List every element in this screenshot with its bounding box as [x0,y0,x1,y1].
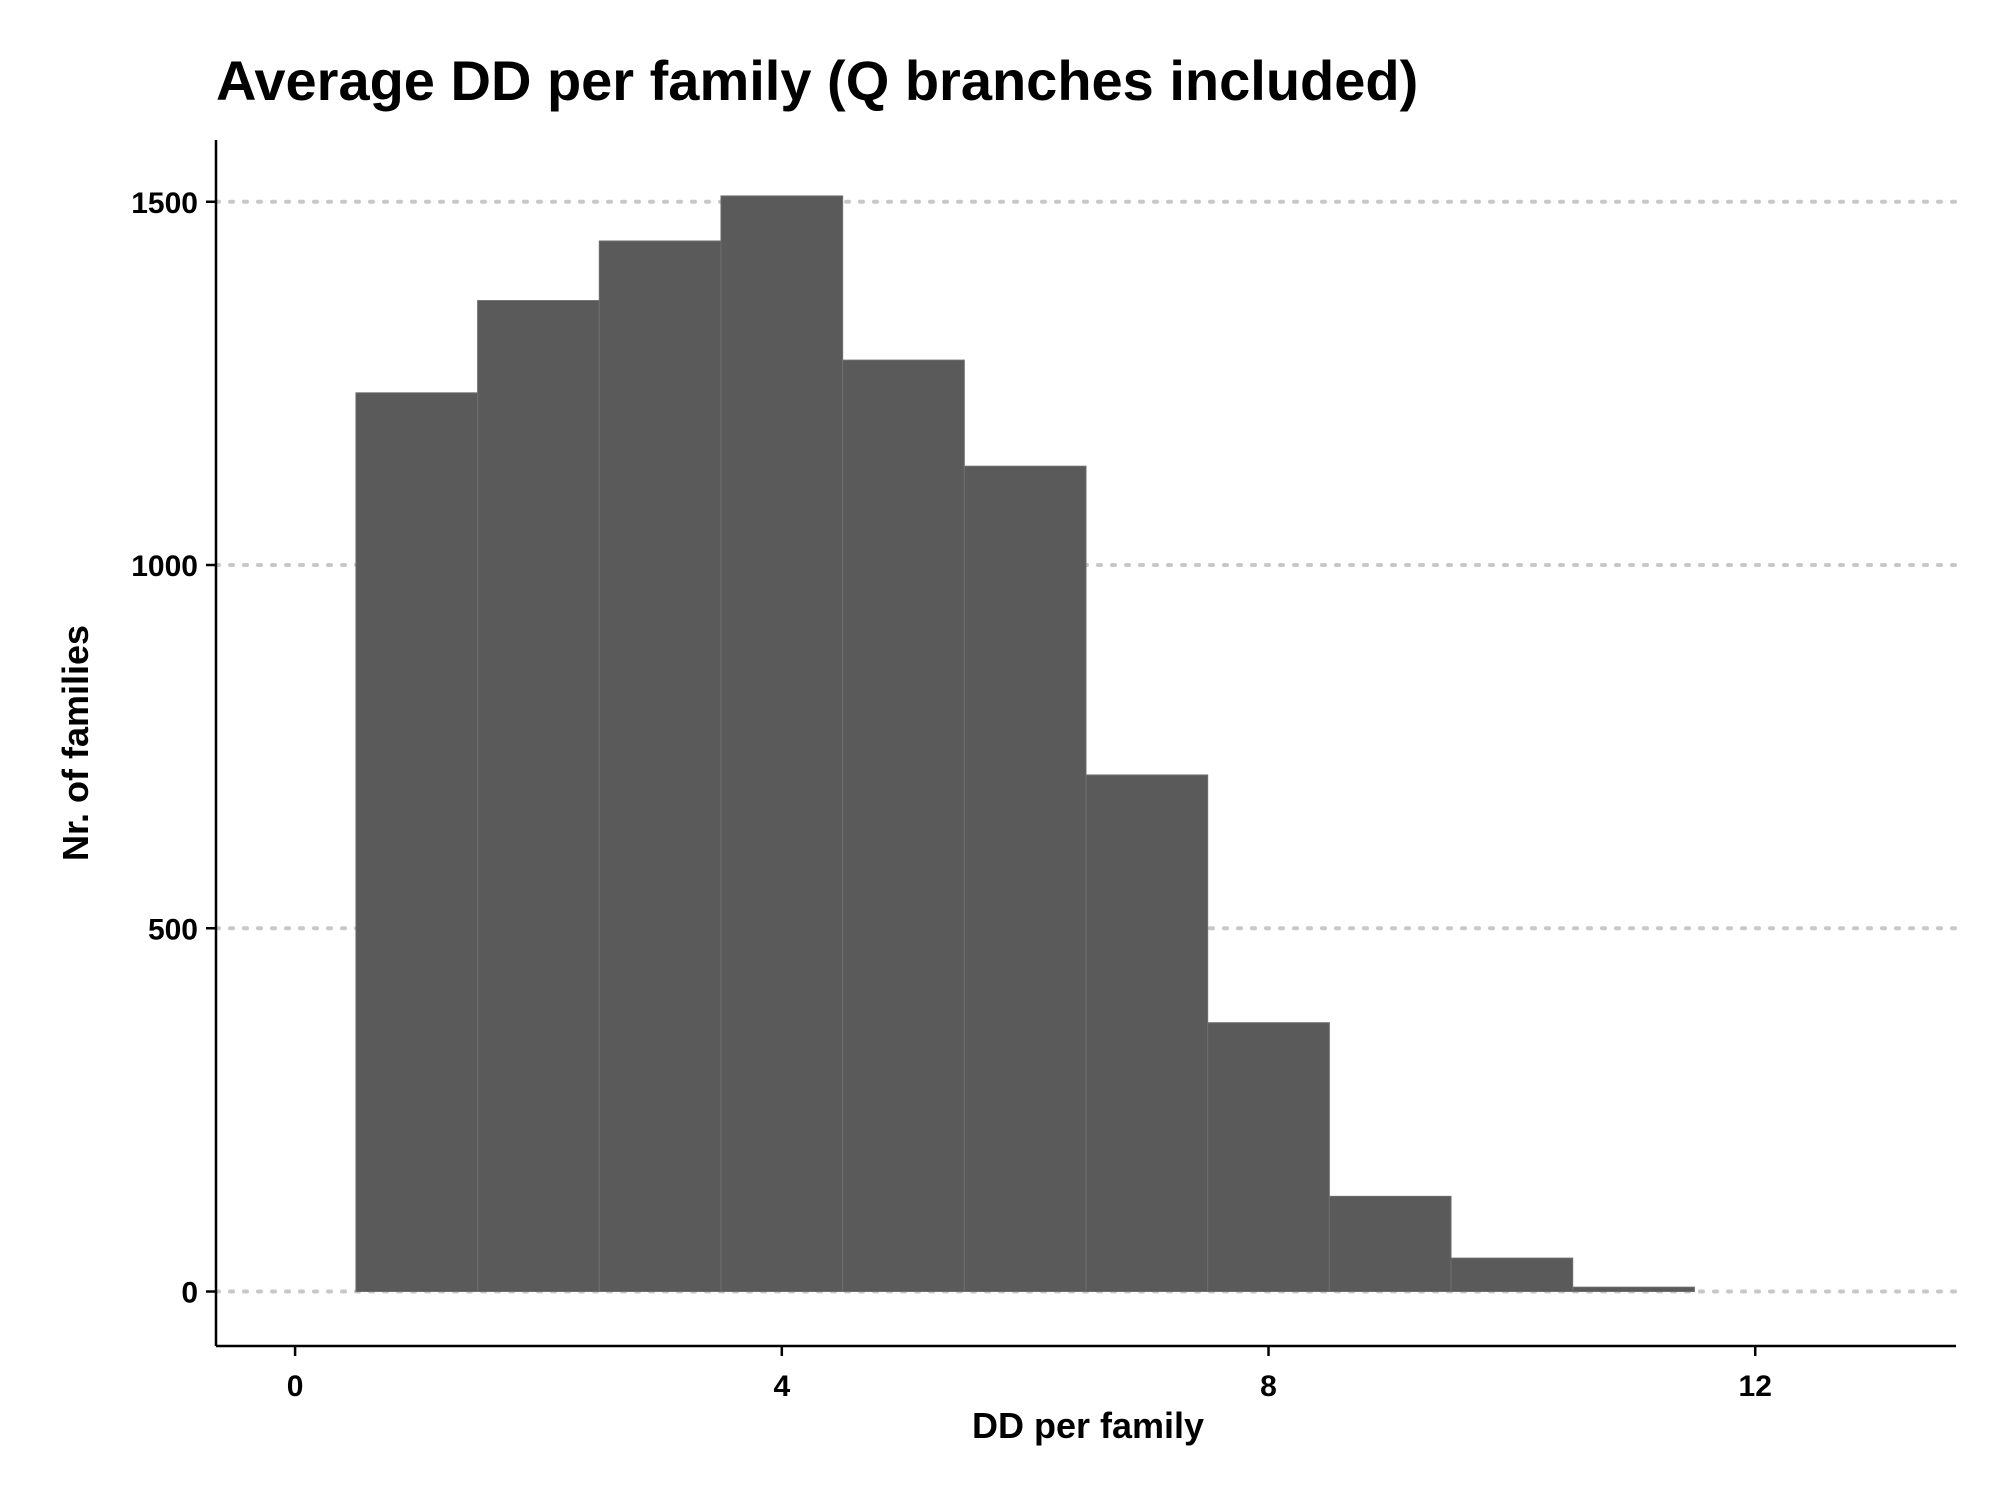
histogram-bar [1085,774,1209,1293]
histogram-bar [1328,1195,1452,1293]
histogram-bar [963,465,1087,1293]
x-axis-title: DD per family [972,1405,1204,1446]
x-tick-label: 8 [1260,1370,1277,1403]
histogram-bar [1572,1286,1695,1293]
chart-title: Average DD per family (Q branches includ… [216,49,1418,112]
y-tick-label: 0 [181,1277,198,1310]
histogram-bar [355,392,479,1293]
y-tick-label: 1000 [131,550,198,583]
histogram-bar [720,195,844,1293]
histogram-bar [842,359,965,1293]
histogram-bar [1207,1022,1330,1293]
histogram-bar [477,300,600,1293]
y-axis-title: Nr. of families [55,625,96,861]
histogram-bars [355,195,1695,1293]
y-tick-label: 500 [148,913,198,946]
histogram-bar [598,240,722,1293]
x-tick-label: 4 [773,1370,790,1403]
x-tick-label: 0 [287,1370,304,1403]
x-tick-label: 12 [1739,1370,1772,1403]
axes: 0 500 1000 1500 0 4 8 12 [131,140,1956,1403]
histogram-bar [1450,1257,1574,1293]
y-tick-label: 1500 [131,187,198,220]
